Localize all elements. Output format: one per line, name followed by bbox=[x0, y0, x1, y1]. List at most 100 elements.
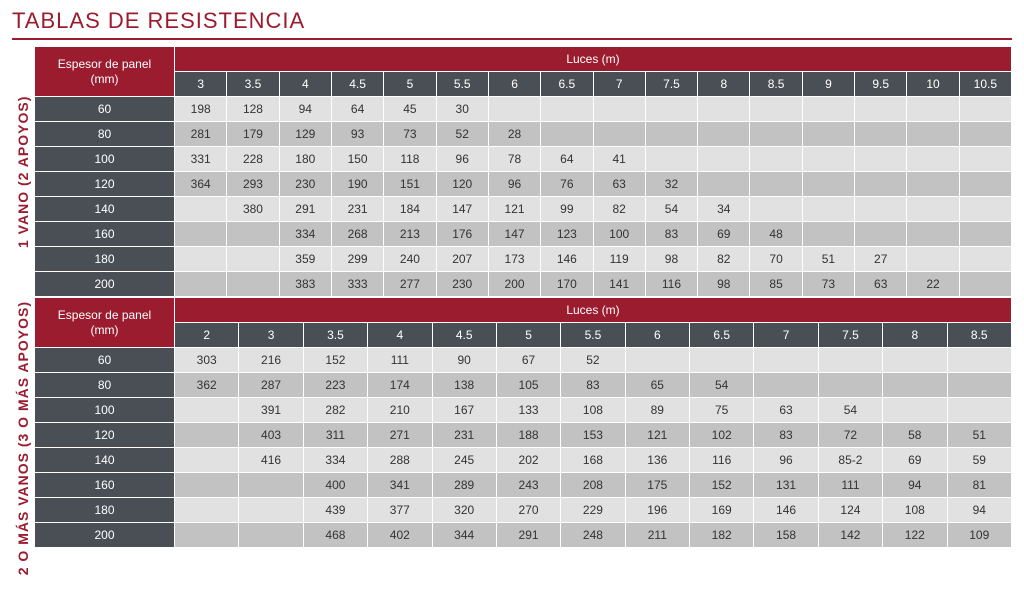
row-header-line2: (mm) bbox=[91, 72, 119, 86]
thickness-cell: 80 bbox=[35, 373, 175, 398]
data-cell bbox=[750, 97, 802, 122]
column-header: 3.5 bbox=[303, 323, 367, 348]
data-cell: 94 bbox=[279, 97, 331, 122]
data-cell: 81 bbox=[947, 473, 1012, 498]
data-cell: 98 bbox=[645, 247, 697, 272]
data-cell: 228 bbox=[227, 147, 279, 172]
data-cell: 51 bbox=[947, 423, 1012, 448]
data-cell bbox=[754, 373, 818, 398]
data-cell: 231 bbox=[331, 197, 383, 222]
data-cell bbox=[907, 147, 959, 172]
data-cell: 282 bbox=[303, 398, 367, 423]
data-cell bbox=[750, 147, 802, 172]
data-cell: 108 bbox=[561, 398, 625, 423]
resistance-table: Espesor de panel(mm)Luces (m)33.544.555.… bbox=[34, 46, 1012, 297]
data-cell: 54 bbox=[818, 398, 882, 423]
column-header: 3.5 bbox=[227, 72, 279, 97]
column-header: 9.5 bbox=[855, 72, 907, 97]
data-cell: 167 bbox=[432, 398, 496, 423]
data-cell: 303 bbox=[175, 348, 239, 373]
data-cell bbox=[175, 423, 239, 448]
data-cell bbox=[802, 122, 854, 147]
data-cell bbox=[175, 272, 227, 297]
thickness-cell: 200 bbox=[35, 272, 175, 297]
data-cell: 63 bbox=[754, 398, 818, 423]
data-cell: 240 bbox=[384, 247, 436, 272]
data-cell: 281 bbox=[175, 122, 227, 147]
data-cell: 151 bbox=[384, 172, 436, 197]
data-cell bbox=[959, 147, 1011, 172]
data-cell: 64 bbox=[541, 147, 593, 172]
data-cell bbox=[802, 222, 854, 247]
data-cell: 102 bbox=[690, 423, 754, 448]
data-cell bbox=[818, 348, 882, 373]
data-cell: 136 bbox=[625, 448, 689, 473]
data-cell: 34 bbox=[698, 197, 750, 222]
data-cell: 173 bbox=[488, 247, 540, 272]
table-row: 10033122818015011896786441 bbox=[35, 147, 1012, 172]
data-cell bbox=[645, 147, 697, 172]
table-row: 14038029123118414712199825434 bbox=[35, 197, 1012, 222]
data-cell: 169 bbox=[690, 498, 754, 523]
table-row: 6019812894644530 bbox=[35, 97, 1012, 122]
data-cell bbox=[883, 373, 947, 398]
data-cell bbox=[883, 348, 947, 373]
column-header: 3 bbox=[239, 323, 303, 348]
data-cell bbox=[175, 498, 239, 523]
table-row: 160334268213176147123100836948 bbox=[35, 222, 1012, 247]
data-cell bbox=[750, 197, 802, 222]
data-cell: 121 bbox=[488, 197, 540, 222]
data-cell: 54 bbox=[645, 197, 697, 222]
table-row: 60303216152111906752 bbox=[35, 348, 1012, 373]
data-cell: 131 bbox=[754, 473, 818, 498]
data-cell: 268 bbox=[331, 222, 383, 247]
column-header: 9 bbox=[802, 72, 854, 97]
data-cell: 51 bbox=[802, 247, 854, 272]
data-cell bbox=[488, 97, 540, 122]
data-cell: 320 bbox=[432, 498, 496, 523]
data-cell: 32 bbox=[645, 172, 697, 197]
data-cell: 377 bbox=[368, 498, 432, 523]
data-cell bbox=[855, 197, 907, 222]
data-cell: 230 bbox=[436, 272, 488, 297]
data-cell: 207 bbox=[436, 247, 488, 272]
data-cell: 299 bbox=[331, 247, 383, 272]
data-cell bbox=[750, 122, 802, 147]
data-cell bbox=[855, 97, 907, 122]
data-cell bbox=[959, 172, 1011, 197]
data-cell bbox=[175, 197, 227, 222]
data-cell: 124 bbox=[818, 498, 882, 523]
data-cell bbox=[625, 348, 689, 373]
data-cell: 75 bbox=[690, 398, 754, 423]
data-cell: 64 bbox=[331, 97, 383, 122]
data-cell bbox=[175, 523, 239, 548]
data-cell: 231 bbox=[432, 423, 496, 448]
data-cell: 334 bbox=[279, 222, 331, 247]
column-header: 7.5 bbox=[818, 323, 882, 348]
data-cell: 90 bbox=[432, 348, 496, 373]
data-cell: 277 bbox=[384, 272, 436, 297]
data-cell bbox=[802, 197, 854, 222]
data-cell bbox=[175, 448, 239, 473]
data-cell bbox=[175, 473, 239, 498]
column-header: 7 bbox=[593, 72, 645, 97]
data-cell bbox=[175, 222, 227, 247]
data-cell: 223 bbox=[303, 373, 367, 398]
data-cell: 22 bbox=[907, 272, 959, 297]
data-cell: 54 bbox=[690, 373, 754, 398]
thickness-cell: 200 bbox=[35, 523, 175, 548]
data-cell bbox=[959, 272, 1011, 297]
table-row: 18043937732027022919616914612410894 bbox=[35, 498, 1012, 523]
data-cell bbox=[802, 147, 854, 172]
data-cell: 334 bbox=[303, 448, 367, 473]
data-cell: 439 bbox=[303, 498, 367, 523]
column-header: 6 bbox=[488, 72, 540, 97]
data-cell: 341 bbox=[368, 473, 432, 498]
data-cell bbox=[959, 197, 1011, 222]
thickness-cell: 180 bbox=[35, 247, 175, 272]
column-header: 5.5 bbox=[436, 72, 488, 97]
data-cell: 93 bbox=[331, 122, 383, 147]
data-cell: 52 bbox=[561, 348, 625, 373]
data-cell: 119 bbox=[593, 247, 645, 272]
data-cell: 152 bbox=[690, 473, 754, 498]
